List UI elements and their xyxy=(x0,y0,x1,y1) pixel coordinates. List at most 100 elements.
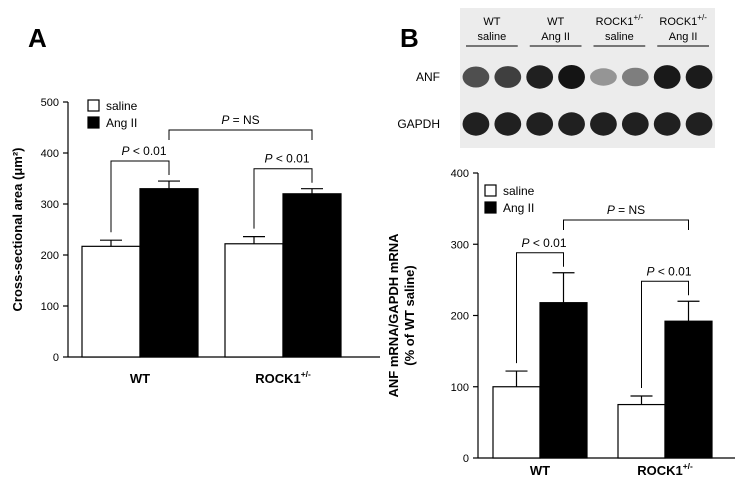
blot-group-label-line2: saline xyxy=(478,31,507,43)
blot-band xyxy=(653,65,681,89)
blot-group-name: ROCK1 xyxy=(659,16,697,28)
p-value-label-rest: = NS xyxy=(615,203,645,217)
significance-bracket xyxy=(641,280,689,389)
bar-saline xyxy=(492,386,541,459)
blot-band xyxy=(462,66,490,88)
blot-group-label-line1: WT xyxy=(547,16,564,28)
x-category-label-text: WT xyxy=(130,371,150,386)
chart-a: 0 100 200 300 400 500 Cross-sectional area (μm… xyxy=(10,97,380,386)
blot-group-label-line1: ROCK1+/- xyxy=(659,13,707,28)
blot-band xyxy=(621,112,649,136)
y-tick-label: 400 xyxy=(41,148,59,160)
bar-saline xyxy=(81,245,141,358)
blot-band xyxy=(685,112,713,136)
panel-b-letter: B xyxy=(400,23,419,53)
blot-group-label-line2: Ang II xyxy=(669,31,698,43)
significance-bracket xyxy=(516,252,564,364)
y-axis-label: Cross-sectional area (μm²) xyxy=(10,147,25,311)
y-tick-label: 500 xyxy=(41,97,59,109)
blot-group-sup: +/- xyxy=(634,13,644,22)
bar-ang-ii xyxy=(664,320,713,459)
x-category-label-text: WT xyxy=(530,463,550,478)
y-axis-label-line1: ANF mRNA/GAPDH mRNA xyxy=(386,233,401,398)
y-tick-label: 300 xyxy=(41,199,59,211)
blot-band xyxy=(685,65,713,89)
x-category-label: ROCK1+/- xyxy=(637,461,693,478)
y-tick-label: 100 xyxy=(451,382,469,394)
x-category-label: WT xyxy=(530,463,550,478)
x-category-label: ROCK1+/- xyxy=(255,369,311,386)
legend-swatch xyxy=(484,201,497,214)
y-tick-label: 100 xyxy=(41,301,59,313)
blot-group-sup: +/- xyxy=(697,13,707,22)
y-tick-label: 200 xyxy=(451,311,469,323)
p-value-label-p: P xyxy=(646,264,654,278)
bar-ang-ii xyxy=(139,188,199,358)
p-value-label-rest: < 0.01 xyxy=(129,144,166,158)
p-value-label: P < 0.01 xyxy=(121,144,166,158)
blot-band xyxy=(494,66,522,88)
p-value-label: P < 0.01 xyxy=(646,264,691,278)
blot-group-name: WT xyxy=(547,16,564,28)
legend-label: Ang II xyxy=(106,116,137,130)
blot-group-label-line2: saline xyxy=(605,31,634,43)
x-category-label-sup: +/- xyxy=(683,461,693,471)
legend-label: Ang II xyxy=(503,201,534,215)
chart-b: 0 100 200 300 400 ANF mRNA/GAPDH mRNA (% of WT… xyxy=(386,168,735,478)
p-value-label-rest: < 0.01 xyxy=(529,236,566,250)
p-value-label-rest: < 0.01 xyxy=(272,152,309,166)
blot-group-name: WT xyxy=(483,16,500,28)
legend-label: saline xyxy=(106,99,138,113)
blot-row-label: ANF xyxy=(416,70,440,84)
legend-swatch xyxy=(87,99,100,112)
blot-row-label: GAPDH xyxy=(397,117,440,131)
blot-band xyxy=(526,65,554,89)
p-value-label-p: P xyxy=(121,144,129,158)
y-tick-label: 0 xyxy=(53,352,59,364)
x-category-label-text: ROCK1 xyxy=(637,463,683,478)
bar-saline xyxy=(617,403,666,459)
legend-swatch xyxy=(484,184,497,197)
p-value-label-p: P xyxy=(521,236,529,250)
y-tick-label: 400 xyxy=(451,168,469,180)
p-value-label-p: P xyxy=(607,203,615,217)
blot-band xyxy=(621,67,649,87)
significance-bracket-between xyxy=(168,129,313,140)
p-value-label: P < 0.01 xyxy=(521,236,566,250)
y-axis-label-line2: (% of WT saline) xyxy=(402,265,417,365)
x-category-label: WT xyxy=(130,371,150,386)
bar-saline xyxy=(224,243,284,358)
p-value-label-p: P xyxy=(264,152,272,166)
y-tick-label: 200 xyxy=(41,250,59,262)
blot-band xyxy=(590,112,617,136)
p-value-label-rest: < 0.01 xyxy=(654,264,691,278)
blot-group-name: ROCK1 xyxy=(596,16,634,28)
blot-band xyxy=(558,65,585,89)
x-category-label-text: ROCK1 xyxy=(255,371,301,386)
blot-band xyxy=(590,68,617,86)
legend-swatch xyxy=(87,116,100,129)
legend-label: saline xyxy=(503,184,535,198)
significance-bracket-between xyxy=(563,219,689,230)
bar-ang-ii xyxy=(539,302,588,459)
y-tick-label: 0 xyxy=(463,453,469,465)
blot-group-label-line2: Ang II xyxy=(541,31,570,43)
p-value-label: P = NS xyxy=(607,203,645,217)
significance-bracket xyxy=(110,160,170,233)
x-category-label-sup: +/- xyxy=(301,369,311,379)
p-value-label: P = NS xyxy=(221,113,259,127)
y-tick-label: 300 xyxy=(451,239,469,251)
blot-band xyxy=(653,112,681,136)
blot-band xyxy=(462,112,490,136)
p-value-label: P < 0.01 xyxy=(264,152,309,166)
blot-group-label-line1: WT xyxy=(483,16,500,28)
p-value-label-p: P xyxy=(221,113,229,127)
bar-ang-ii xyxy=(282,193,342,358)
blot-group-label-line1: ROCK1+/- xyxy=(596,13,644,28)
p-value-label-rest: = NS xyxy=(229,113,259,127)
panel-a-letter: A xyxy=(28,23,47,53)
significance-bracket xyxy=(253,168,313,229)
blot-band xyxy=(494,112,522,136)
